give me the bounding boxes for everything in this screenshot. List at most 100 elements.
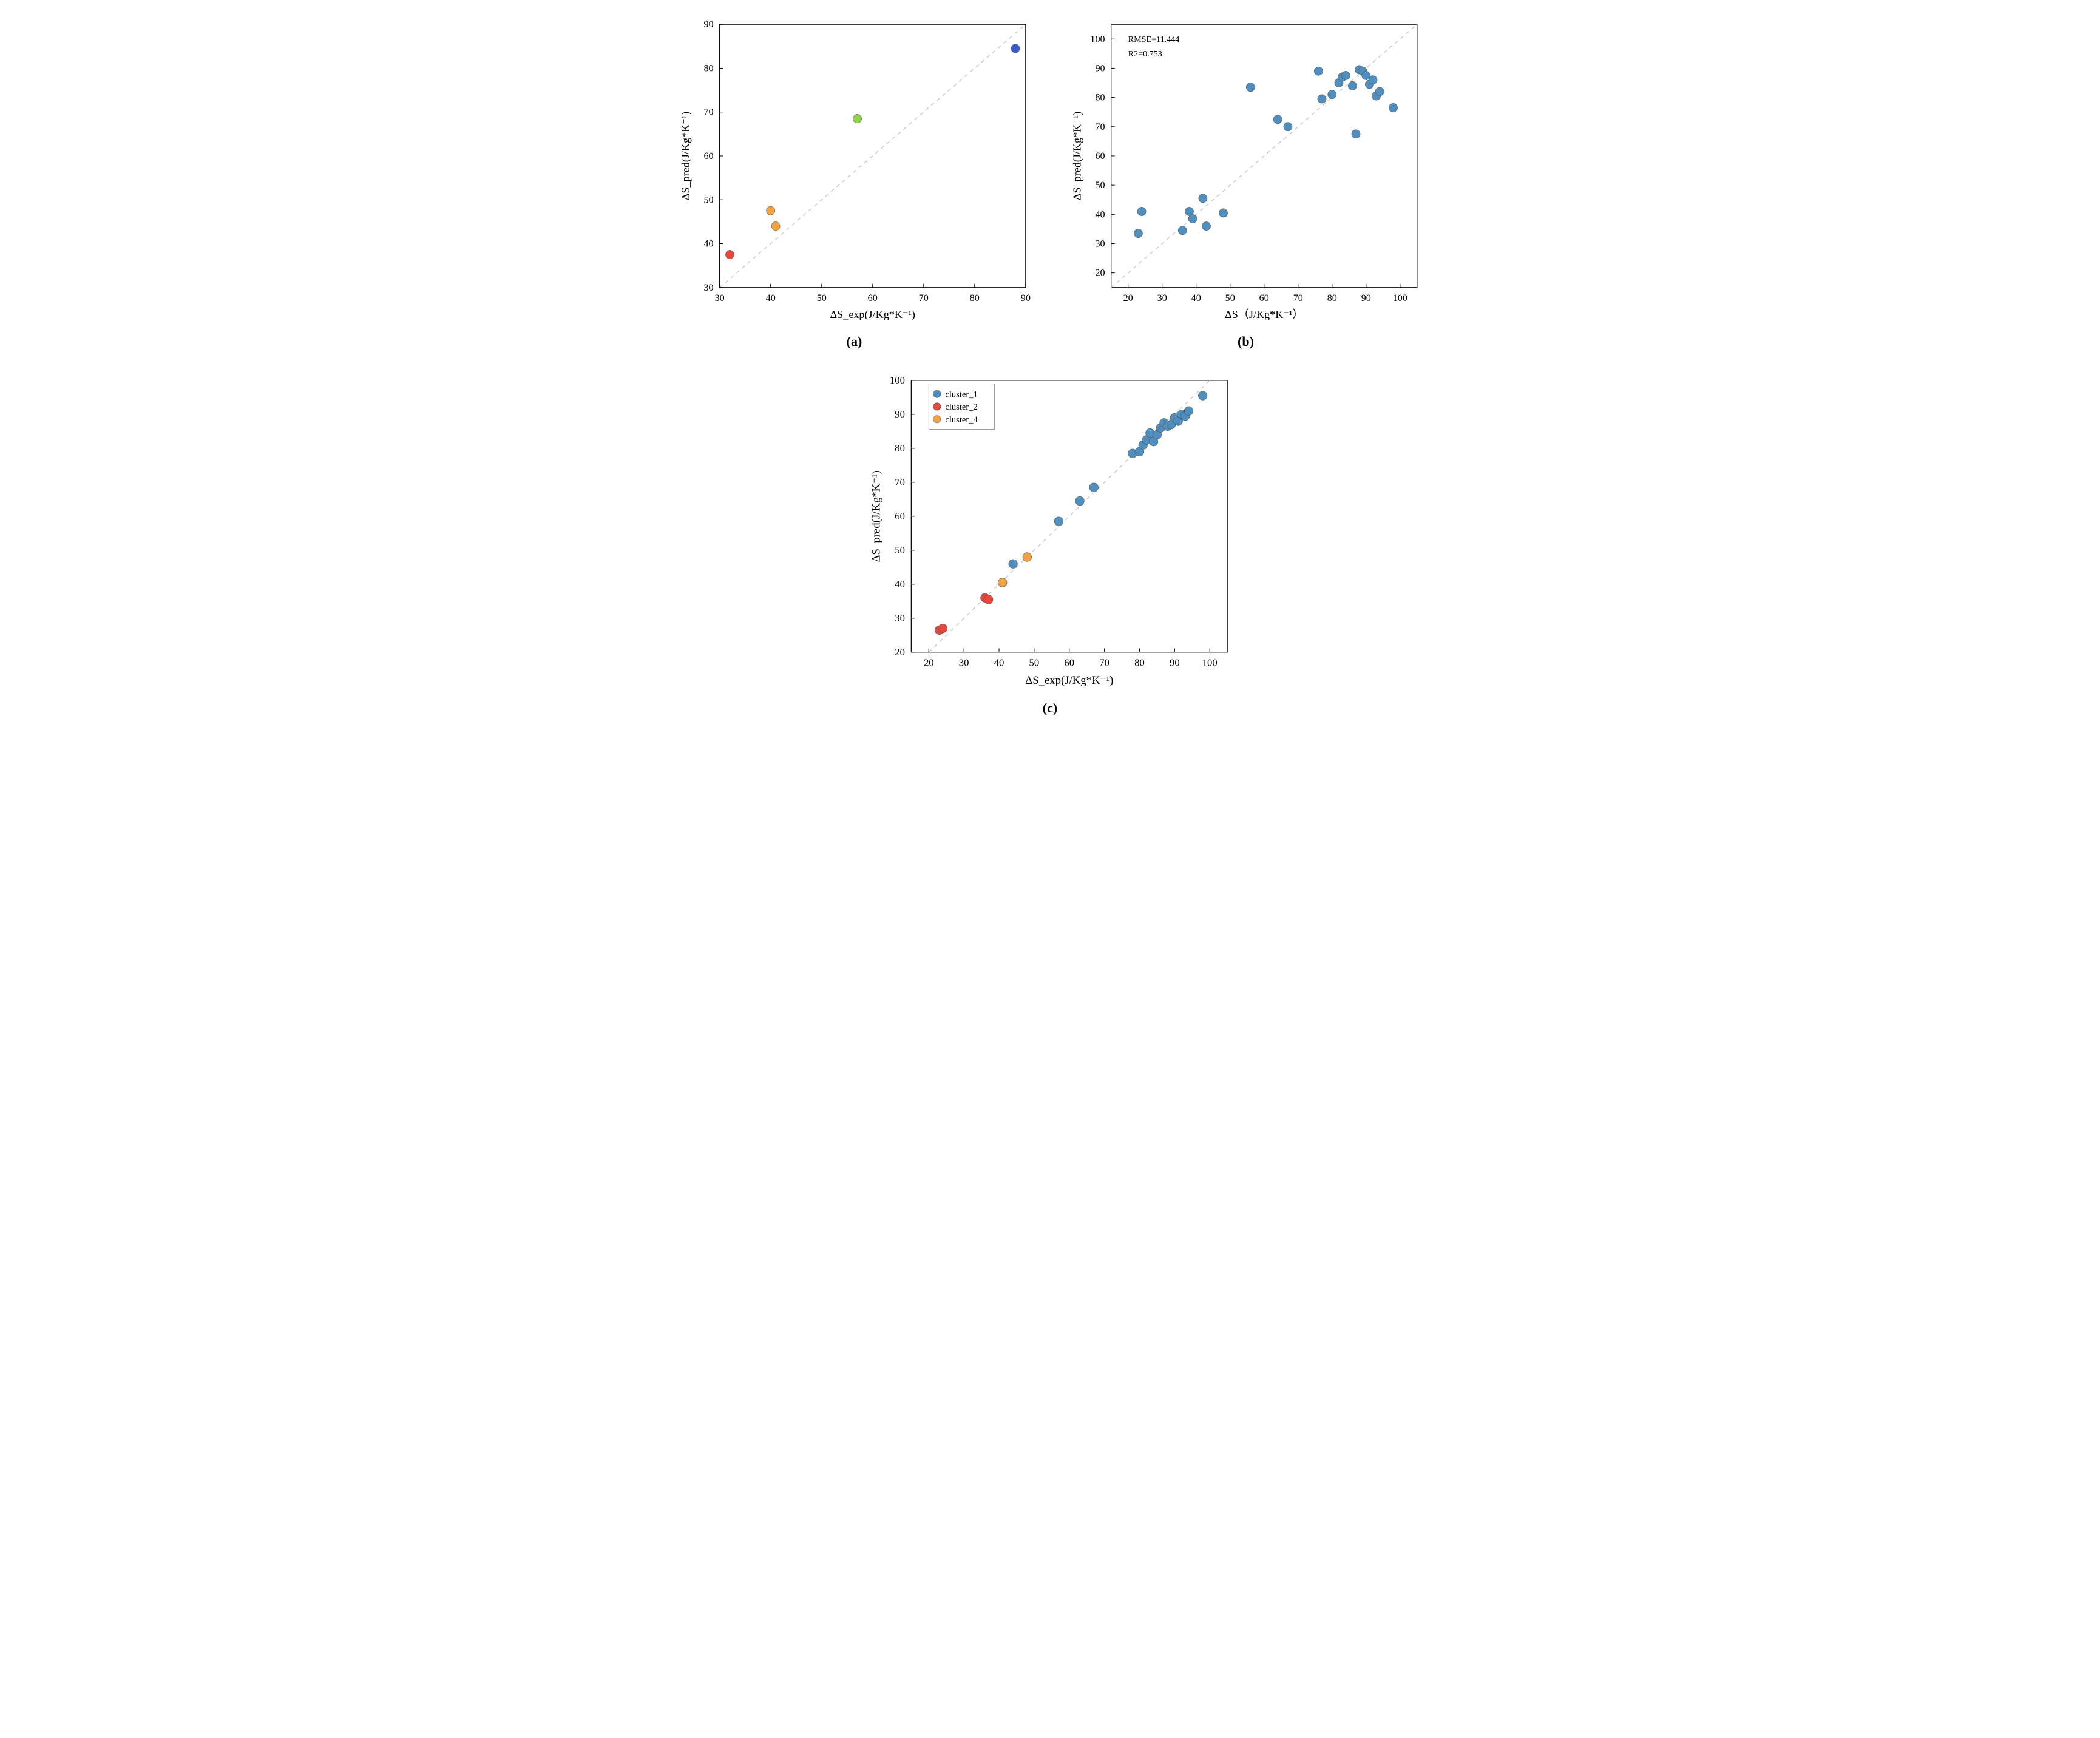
data-point <box>1008 560 1017 569</box>
svg-text:30: 30 <box>1095 239 1105 249</box>
data-point <box>1184 407 1193 416</box>
svg-text:80: 80 <box>1134 657 1145 669</box>
data-point <box>1328 90 1336 99</box>
svg-text:80: 80 <box>895 442 905 454</box>
panel-a-container: 3040506070809030405060708090ΔS_exp(J/Kg*… <box>671 12 1038 350</box>
svg-text:90: 90 <box>1361 293 1371 303</box>
data-point <box>1375 87 1384 96</box>
svg-text:80: 80 <box>1327 293 1337 303</box>
svg-text:90: 90 <box>1170 657 1180 669</box>
svg-text:30: 30 <box>958 657 969 669</box>
legend-marker <box>933 403 940 410</box>
svg-text:60: 60 <box>868 293 878 303</box>
svg-text:90: 90 <box>1095 63 1105 73</box>
svg-text:50: 50 <box>1095 180 1105 191</box>
svg-text:ΔS（J/Kg*K⁻¹）: ΔS（J/Kg*K⁻¹） <box>1225 308 1303 320</box>
chart-annotation: RMSE=11.444 <box>1128 35 1180 44</box>
svg-text:60: 60 <box>1259 293 1269 303</box>
data-point <box>1389 103 1398 112</box>
legend-label: cluster_4 <box>945 415 978 425</box>
svg-text:70: 70 <box>1099 657 1109 669</box>
svg-text:40: 40 <box>994 657 1004 669</box>
svg-text:60: 60 <box>703 151 713 161</box>
data-point <box>1369 76 1377 84</box>
panel-c-container: 20 30 40 50 60 70 80 90 100 20 30 40 50 60 70 80 90 100 ΔS… <box>861 368 1240 716</box>
svg-text:20: 20 <box>923 657 933 669</box>
svg-text:30: 30 <box>715 293 725 303</box>
data-point <box>1314 67 1323 75</box>
svg-text:100: 100 <box>889 374 904 386</box>
svg-text:70: 70 <box>1293 293 1303 303</box>
svg-text:60: 60 <box>1095 151 1105 161</box>
svg-text:70: 70 <box>895 476 905 488</box>
data-point <box>853 114 861 123</box>
data-point <box>1075 497 1084 506</box>
svg-text:ΔS_pred(J/Kg*K⁻¹): ΔS_pred(J/Kg*K⁻¹) <box>1071 112 1083 200</box>
data-point <box>767 206 775 215</box>
svg-text:90: 90 <box>895 408 905 420</box>
svg-text:100: 100 <box>1202 657 1217 669</box>
legend-marker <box>933 390 940 397</box>
svg-text:100: 100 <box>1090 34 1105 44</box>
svg-text:40: 40 <box>766 293 776 303</box>
data-point <box>1202 222 1210 231</box>
svg-text:ΔS_exp(J/Kg*K⁻¹): ΔS_exp(J/Kg*K⁻¹) <box>1025 674 1113 687</box>
svg-text:ΔS_pred(J/Kg*K⁻¹): ΔS_pred(J/Kg*K⁻¹) <box>679 112 692 200</box>
data-point <box>1348 81 1357 90</box>
svg-text:20: 20 <box>895 646 905 658</box>
svg-text:50: 50 <box>703 195 713 205</box>
data-point <box>1089 483 1098 492</box>
svg-text:40: 40 <box>1095 209 1105 220</box>
data-point <box>998 578 1007 587</box>
svg-text:80: 80 <box>703 63 713 73</box>
legend-label: cluster_2 <box>945 402 977 412</box>
svg-text:30: 30 <box>703 283 713 293</box>
svg-text:60: 60 <box>1064 657 1074 669</box>
legend-marker <box>933 416 940 423</box>
data-point <box>1134 229 1142 238</box>
svg-text:40: 40 <box>703 239 713 249</box>
svg-text:80: 80 <box>970 293 980 303</box>
data-point <box>1246 83 1255 92</box>
data-point <box>984 595 993 604</box>
svg-text:90: 90 <box>703 19 713 30</box>
data-point <box>1219 209 1227 217</box>
data-point <box>1137 207 1146 215</box>
data-point <box>771 222 780 231</box>
panel-b-container: 20304050607080901002030405060708090100ΔS… <box>1062 12 1429 350</box>
svg-text:40: 40 <box>895 578 905 590</box>
svg-text:50: 50 <box>895 544 905 556</box>
data-point <box>725 250 734 259</box>
svg-text:80: 80 <box>1095 93 1105 103</box>
svg-text:50: 50 <box>817 293 827 303</box>
svg-text:100: 100 <box>1393 293 1407 303</box>
svg-text:70: 70 <box>1095 122 1105 132</box>
data-point <box>1188 214 1197 223</box>
panel-a-sublabel: (a) <box>847 334 862 350</box>
svg-text:90: 90 <box>1021 293 1031 303</box>
svg-text:60: 60 <box>895 510 905 522</box>
data-point <box>1198 391 1207 401</box>
panel-a-chart: 3040506070809030405060708090ΔS_exp(J/Kg*… <box>671 12 1038 330</box>
data-point <box>1352 130 1360 138</box>
data-point <box>1023 553 1032 562</box>
data-point <box>1011 44 1020 53</box>
svg-text:ΔS_pred(J/Kg*K⁻¹): ΔS_pred(J/Kg*K⁻¹) <box>870 470 882 562</box>
svg-text:30: 30 <box>895 612 905 624</box>
svg-text:50: 50 <box>1029 657 1039 669</box>
svg-text:70: 70 <box>703 107 713 118</box>
chart-annotation: R2=0.753 <box>1128 49 1162 59</box>
svg-text:40: 40 <box>1191 293 1201 303</box>
svg-text:50: 50 <box>1225 293 1235 303</box>
svg-text:20: 20 <box>1095 268 1105 279</box>
data-point <box>1284 123 1292 131</box>
panel-c-sublabel: (c) <box>1043 700 1057 716</box>
panel-c-chart: 20 30 40 50 60 70 80 90 100 20 30 40 50 60 70 80 90 100 ΔS… <box>861 368 1240 697</box>
data-point <box>1199 194 1207 203</box>
data-point <box>938 624 947 634</box>
svg-text:20: 20 <box>1123 293 1133 303</box>
figure-grid: 30 40 50 60 70 80 90 30 40 50 60 70 80 90 ΔS_exp(J/Kg*… <box>671 12 1429 716</box>
data-point <box>1178 226 1187 235</box>
svg-text:70: 70 <box>919 293 929 303</box>
data-point <box>1054 517 1063 526</box>
